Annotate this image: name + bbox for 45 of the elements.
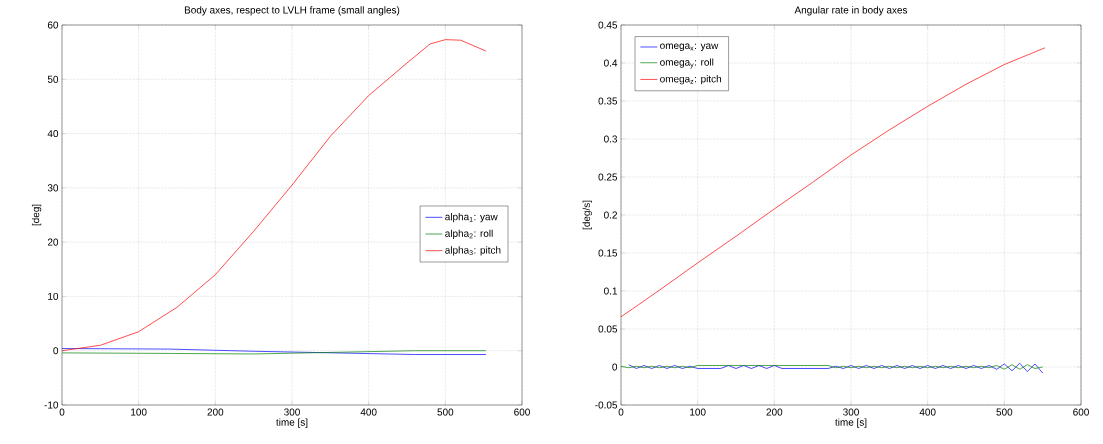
x-tick-label: 300 [284, 408, 300, 416]
x-tick-label: 600 [1073, 408, 1089, 416]
legend-label: omega$_{y}$: roll [660, 58, 714, 69]
y-tick-label: 40 [47, 130, 59, 138]
legend-label: alpha$_{2}$: roll [445, 229, 493, 239]
chart-title: Angular rate in body axes [794, 6, 908, 16]
x-axis-title: time [s] [276, 418, 308, 428]
y-axis-title: [deg] [31, 204, 42, 226]
y-tick-label: 10 [48, 292, 59, 300]
legend-label: omega$_{z}$: pitch [660, 75, 721, 85]
x-tick-label: 600 [514, 408, 530, 416]
legend-label: omega$_{x}$: yaw [660, 43, 719, 51]
x-tick-label: 100 [131, 408, 147, 416]
y-tick-label: 0.05 [598, 325, 618, 333]
y-tick-label: 0.1 [604, 287, 618, 295]
y-tick-label: 0.2 [604, 211, 617, 219]
chart-title: Body axes, respect to LVLH frame (small angles) [184, 6, 400, 16]
legend-label: alpha$_{1}$: yaw [445, 212, 498, 223]
y-axis-title: [deg/s] [582, 200, 592, 230]
y-tick-label: 0.3 [604, 135, 618, 143]
x-tick-label: 400 [919, 408, 936, 416]
y-tick-label: 30 [47, 184, 59, 192]
legend-label: alpha$_{3}$: pitch [445, 246, 501, 256]
x-tick-label: 400 [360, 408, 377, 416]
x-tick-label: 100 [690, 408, 706, 416]
y-tick-label: 0.45 [598, 21, 618, 29]
y-tick-label: 0 [612, 363, 618, 371]
y-tick-label: 0.25 [598, 173, 618, 181]
y-tick-label: -10 [44, 401, 59, 409]
y-tick-label: 0.35 [598, 97, 618, 105]
x-tick-label: 0 [59, 408, 65, 416]
x-tick-label: 500 [437, 408, 454, 416]
x-tick-label: 0 [618, 408, 624, 416]
x-tick-label: 500 [996, 408, 1013, 416]
y-tick-label: 0 [53, 347, 59, 355]
x-tick-label: 300 [843, 408, 859, 416]
y-tick-label: -0.05 [595, 401, 618, 409]
y-tick-label: 60 [47, 21, 59, 29]
y-tick-label: 50 [47, 75, 59, 83]
y-tick-label: 0.4 [604, 59, 618, 67]
x-axis-title: time [s] [835, 418, 867, 428]
x-tick-label: 200 [207, 408, 224, 416]
x-tick-label: 200 [766, 408, 783, 416]
y-tick-label: 20 [47, 238, 59, 246]
y-tick-label: 0.15 [598, 249, 618, 257]
